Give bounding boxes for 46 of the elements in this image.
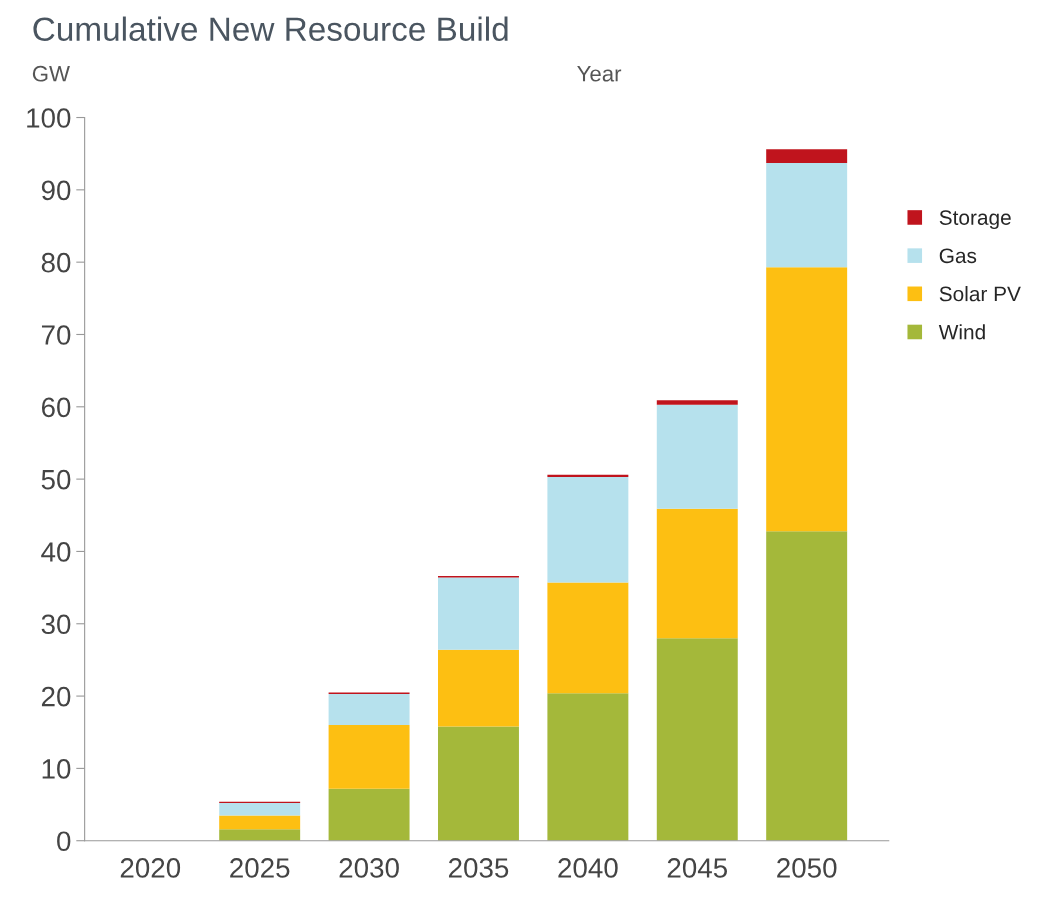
bar bbox=[547, 474, 629, 477]
x-tick-label: 2025 bbox=[230, 858, 290, 878]
bar bbox=[766, 531, 848, 841]
bar bbox=[219, 829, 301, 841]
bar bbox=[438, 649, 519, 727]
x-tick-label: 2050 bbox=[777, 858, 837, 878]
bar bbox=[438, 726, 519, 841]
y-tick-label: 40 bbox=[41, 542, 71, 562]
bar bbox=[328, 725, 410, 789]
bar bbox=[656, 508, 738, 639]
bar bbox=[766, 149, 848, 164]
y-tick-label: 90 bbox=[41, 180, 71, 201]
bar bbox=[547, 582, 629, 694]
bar bbox=[656, 400, 738, 405]
bar bbox=[438, 577, 519, 650]
bar bbox=[328, 693, 410, 726]
y-tick-label: 100 bbox=[27, 108, 71, 128]
legend-label: Storage bbox=[939, 210, 1011, 230]
y-tick-label: 70 bbox=[41, 325, 71, 345]
x-tick-label: 2045 bbox=[667, 858, 728, 878]
y-axis-title: GW bbox=[32, 65, 70, 82]
y-tick-label: 10 bbox=[42, 759, 71, 779]
y-tick-label: 0 bbox=[57, 831, 71, 852]
chart-title: Cumulative New Resource Build bbox=[33, 16, 508, 42]
bar bbox=[547, 476, 629, 583]
x-tick-label: 2040 bbox=[558, 858, 618, 878]
x-tick-label: 2020 bbox=[120, 858, 181, 878]
bar bbox=[328, 788, 410, 841]
legend-label: Solar PV bbox=[939, 286, 1021, 302]
x-tick-label: 2030 bbox=[339, 858, 399, 878]
x-tick-label: 2035 bbox=[448, 858, 509, 878]
legend-label: Gas bbox=[939, 248, 977, 264]
bar bbox=[656, 638, 738, 841]
y-tick-label: 60 bbox=[41, 397, 71, 418]
y-tick-label: 20 bbox=[41, 686, 71, 707]
x-axis-title: Year bbox=[577, 66, 622, 82]
bar bbox=[766, 163, 848, 268]
bar bbox=[219, 815, 301, 830]
bar bbox=[656, 404, 738, 509]
y-tick-label: 50 bbox=[41, 469, 71, 490]
y-tick-label: 30 bbox=[41, 614, 71, 635]
bar bbox=[766, 267, 848, 532]
legend-label: Wind bbox=[938, 324, 985, 340]
y-tick-label: 80 bbox=[41, 252, 71, 273]
bar bbox=[547, 693, 629, 841]
bar bbox=[219, 803, 301, 816]
